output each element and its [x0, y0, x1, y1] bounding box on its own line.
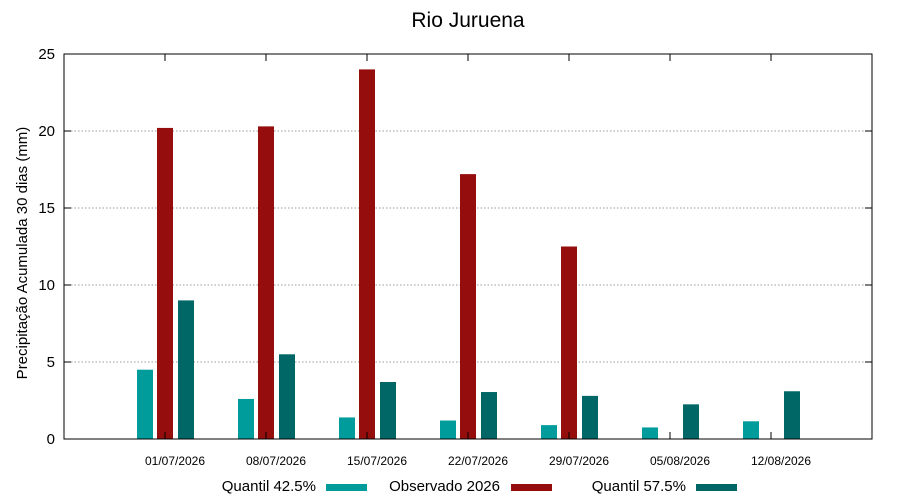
bar-quantil-57-5--0	[178, 300, 194, 439]
bar-observado-2026-4	[561, 246, 577, 439]
legend-swatch	[696, 484, 737, 491]
legend-swatch	[511, 484, 552, 491]
legend: Quantil 42.5% Observado 2026 Quantil 57.5%	[222, 478, 737, 495]
bar-observado-2026-3	[460, 174, 476, 439]
y-tick-label: 5	[47, 354, 55, 371]
bar-quantil-57-5--2	[380, 382, 396, 439]
y-tick-label: 25	[38, 46, 55, 63]
y-tick-label: 0	[47, 431, 55, 448]
bar-quantil-57-5--3	[481, 392, 497, 439]
bar-quantil-42-5--2	[339, 417, 355, 439]
y-axis: 0 5 10 15 20 25	[38, 46, 872, 448]
x-tick-label: 08/07/2026	[246, 454, 306, 468]
legend-swatch	[326, 484, 367, 491]
legend-label: Quantil 42.5%	[222, 478, 316, 495]
bar-quantil-57-5--5	[683, 404, 699, 439]
bar-observado-2026-2	[359, 69, 375, 440]
x-tick-label: 12/08/2026	[751, 454, 811, 468]
legend-label: Quantil 57.5%	[592, 478, 686, 495]
bar-quantil-42-5--0	[137, 369, 153, 439]
y-tick-label: 10	[38, 277, 55, 294]
legend-label: Observado 2026	[389, 478, 500, 495]
x-tick-label: 05/08/2026	[650, 454, 710, 468]
x-tick-label: 15/07/2026	[347, 454, 407, 468]
x-tick-label: 22/07/2026	[448, 454, 508, 468]
x-axis: 01/07/2026 08/07/2026 15/07/2026 22/07/2026…	[145, 54, 811, 468]
bar-quantil-42-5--4	[541, 425, 557, 439]
bar-quantil-57-5--4	[582, 395, 598, 439]
bar-quantil-57-5--1	[279, 354, 295, 439]
y-tick-label: 20	[38, 123, 55, 140]
x-tick-label: 29/07/2026	[549, 454, 609, 468]
bar-quantil-42-5--6	[743, 421, 759, 439]
bar-observado-2026-0	[157, 127, 173, 440]
x-tick-label: 01/07/2026	[145, 454, 205, 468]
bar-quantil-42-5--1	[238, 398, 254, 439]
y-axis-label: Precipitação Acumulada 30 dias (mm)	[14, 127, 31, 380]
bar-observado-2026-1	[258, 126, 274, 439]
y-tick-label: 15	[38, 200, 55, 217]
bar-quantil-42-5--3	[440, 420, 456, 439]
bars	[137, 69, 800, 440]
bar-quantil-57-5--6	[784, 391, 800, 439]
bar-quantil-42-5--5	[642, 427, 658, 439]
chart-title: Rio Juruena	[411, 9, 525, 32]
